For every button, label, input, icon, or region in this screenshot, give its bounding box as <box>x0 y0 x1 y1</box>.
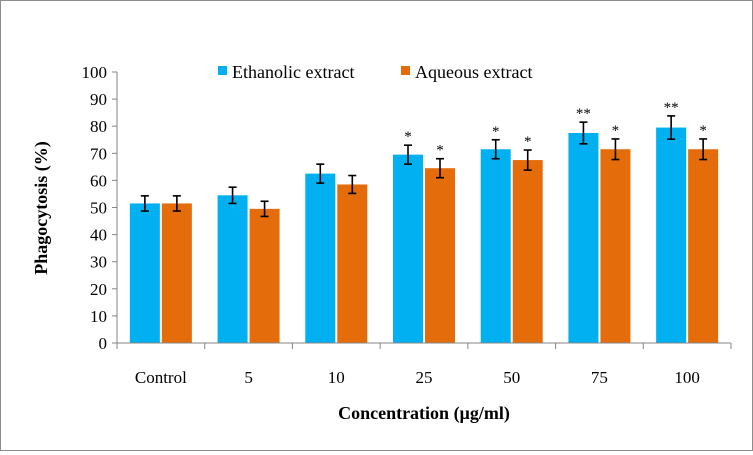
y-tick-label: 30 <box>90 253 107 272</box>
bar-ethanolic <box>480 149 511 343</box>
y-tick-label: 20 <box>90 280 107 299</box>
bar-aqueous <box>337 184 368 343</box>
bar-ethanolic <box>129 203 160 343</box>
y-tick-label: 80 <box>90 117 107 136</box>
x-tick-label: 75 <box>591 368 608 387</box>
y-tick-label: 50 <box>90 199 107 218</box>
bar-aqueous <box>600 149 631 343</box>
y-tick-label: 100 <box>82 63 108 82</box>
bar-ethanolic <box>568 132 599 343</box>
bars: * *** ***** * <box>129 100 719 344</box>
x-tick-label: 100 <box>674 368 700 387</box>
bar-aqueous <box>688 149 719 343</box>
y-axis-title: Phagocytosis (%) <box>31 141 52 275</box>
x-tick-label: 10 <box>328 368 345 387</box>
bar-aqueous <box>249 208 280 343</box>
bar-ethanolic <box>217 195 248 343</box>
x-tick-label: 5 <box>244 368 253 387</box>
bar-ethanolic <box>305 173 336 343</box>
legend-label: Ethanolic extract <box>232 62 354 82</box>
significance-label: * <box>699 123 707 139</box>
legend: Ethanolic extract Aqueous extract <box>218 62 532 82</box>
legend-label: Aqueous extract <box>415 62 532 82</box>
y-tick-label: 0 <box>99 334 108 353</box>
y-tick-label: 70 <box>90 144 107 163</box>
legend-swatch <box>218 66 227 75</box>
significance-label: ** <box>576 106 591 122</box>
x-tick-label: 50 <box>503 368 520 387</box>
significance-label: * <box>492 124 500 140</box>
x-tick-label: Control <box>135 368 187 387</box>
significance-label: ** <box>664 100 679 116</box>
y-tick-label: 40 <box>90 226 107 245</box>
bar-aqueous <box>512 160 543 343</box>
bar-aqueous <box>161 203 192 343</box>
x-tick-label: 25 <box>416 368 433 387</box>
y-tick-label: 90 <box>90 90 107 109</box>
bar-ethanolic <box>656 127 687 344</box>
bar-ethanolic <box>393 154 423 343</box>
legend-swatch <box>401 66 410 75</box>
x-axis-title: Concentration (µg/ml) <box>338 403 510 424</box>
significance-label: * <box>404 129 412 145</box>
axes: 0 10 20 30 40 50 60 70 80 90 100 Control 5 10 25 50 75 10… <box>82 63 732 387</box>
significance-label: * <box>436 143 444 159</box>
significance-label: * <box>524 134 532 150</box>
y-tick-label: 10 <box>90 307 107 326</box>
bar-aqueous <box>425 168 455 343</box>
significance-label: * <box>612 123 620 139</box>
y-tick-label: 60 <box>90 171 107 190</box>
